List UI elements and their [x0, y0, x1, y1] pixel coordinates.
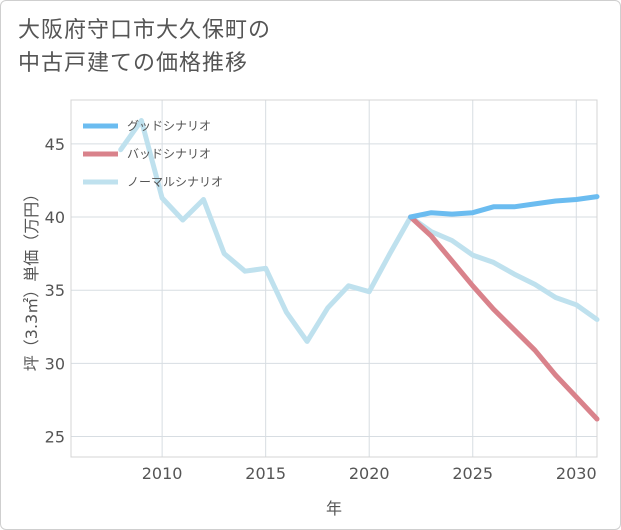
y-tick-label: 35 [45, 281, 65, 300]
legend-label-1: バッドシナリオ [127, 147, 211, 161]
y-tick-label: 45 [45, 135, 65, 154]
x-tick-label: 2025 [452, 464, 493, 483]
x-tick-label: 2020 [349, 464, 390, 483]
x-tick-label: 2030 [556, 464, 597, 483]
x-tick-label: 2010 [142, 464, 183, 483]
series-line-1 [408, 214, 600, 422]
series-line-2 [118, 118, 600, 344]
y-tick-label: 40 [45, 208, 65, 227]
tick-labels: 2010 2015 2020 2025 2030 25 30 35 40 45 [45, 135, 597, 483]
chart-title-line-2: 中古戸建ての価格推移 [18, 51, 249, 76]
series-line-0 [408, 194, 600, 220]
plot-area [70, 99, 598, 458]
x-tick-label: 2015 [245, 464, 286, 483]
series-lines [118, 118, 600, 422]
legend-label-0: グッドシナリオ [127, 119, 211, 133]
y-tick-label: 30 [45, 354, 65, 373]
chart-title: 大阪府守口市大久保町の 中古戸建ての価格推移 [18, 14, 271, 80]
chart-title-line-1: 大阪府守口市大久保町の [18, 18, 272, 43]
y-tick-label: 25 [45, 428, 65, 447]
y-axis-title: 坪（3.3㎡）単価（万円） [22, 186, 41, 371]
x-axis-title: 年 [326, 499, 342, 518]
legend-label-2: ノーマルシナリオ [127, 175, 223, 189]
grid [71, 100, 597, 457]
